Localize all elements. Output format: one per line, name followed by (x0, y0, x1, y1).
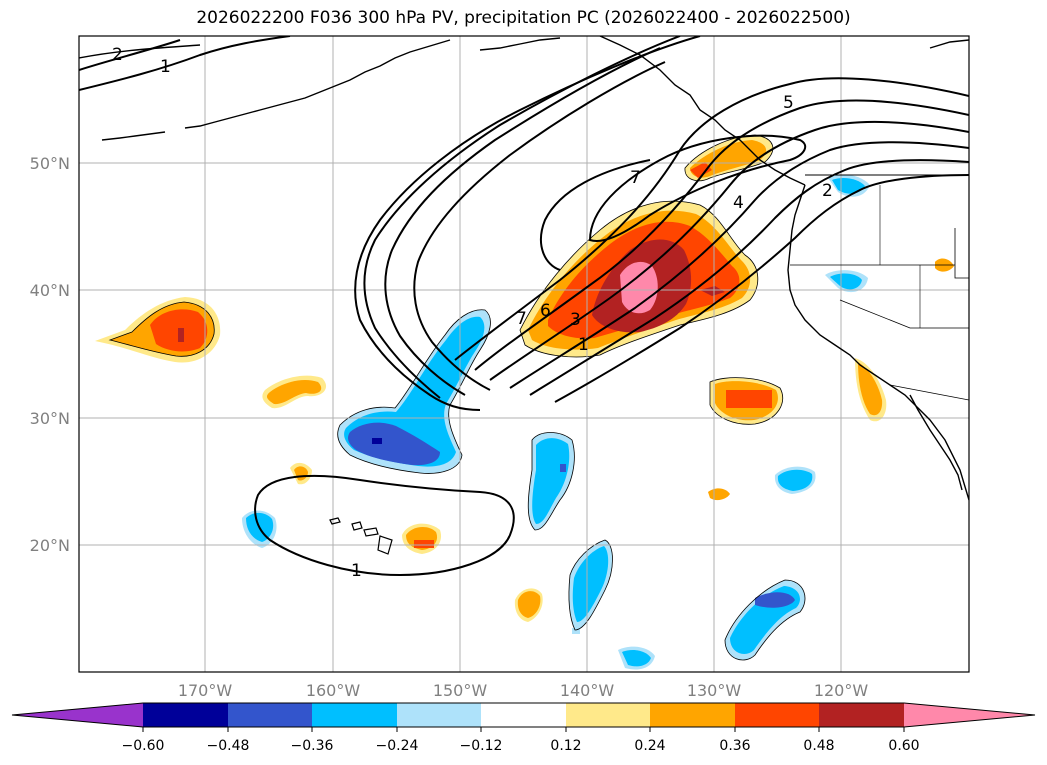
colorbar-tick-label: −0.48 (207, 738, 250, 754)
colorbar-tick-label: −0.60 (122, 738, 165, 754)
lon-label: 130°W (687, 681, 742, 700)
colorbar-swatch (566, 703, 650, 727)
contour-label: 4 (733, 193, 744, 213)
colorbar-swatch (650, 703, 735, 727)
lon-label: 170°W (178, 681, 233, 700)
colorbar-tick-label: 0.48 (803, 738, 834, 754)
contour-label: 3 (570, 310, 581, 330)
lon-label: 150°W (433, 681, 488, 700)
lat-label: 50°N (30, 154, 70, 173)
colorbar-tick-label: 0.24 (634, 738, 665, 754)
contour-label: 1 (351, 561, 362, 581)
pv-contours (79, 36, 969, 577)
precip-outlines (108, 134, 806, 661)
contour-label: 2 (822, 181, 833, 201)
colorbar: −0.60 −0.48 −0.36 −0.24 −0.12 0.12 0.24 … (11, 702, 1036, 754)
colorbar-swatch (228, 703, 312, 727)
map-title: 2026022200 F036 300 hPa PV, precipitatio… (196, 8, 851, 28)
lon-label: 120°W (814, 681, 869, 700)
colorbar-swatch (143, 703, 228, 727)
contour-label: 1 (160, 57, 171, 77)
precip-shading (95, 135, 954, 670)
lat-label: 30°N (30, 409, 70, 428)
hawaii-islands (329, 517, 393, 555)
colorbar-extend-high (904, 703, 1035, 727)
colorbar-swatch (481, 703, 566, 727)
colorbar-tick-label: −0.36 (291, 738, 334, 754)
colorbar-tick-label: −0.24 (376, 738, 419, 754)
coastlines (79, 36, 969, 501)
lat-label: 20°N (30, 536, 70, 555)
lon-label: 140°W (560, 681, 615, 700)
colorbar-swatch (312, 703, 397, 727)
contour-label: 2 (112, 45, 123, 65)
lat-axis: 50°N 40°N 30°N 20°N (30, 154, 70, 555)
colorbar-swatch (397, 703, 481, 727)
contour-label: 6 (540, 301, 551, 321)
colorbar-tick-label: 0.60 (888, 738, 919, 754)
colorbar-tick-label: 0.12 (550, 738, 581, 754)
contour-label: 5 (783, 93, 794, 113)
colorbar-extend-low (12, 703, 143, 727)
map-frame (78, 35, 970, 673)
contour-label: 1 (578, 335, 589, 355)
lat-label: 40°N (30, 281, 70, 300)
contour-labels: 2 1 5 7 4 2 7 6 3 1 1 (112, 45, 833, 581)
colorbar-swatch (735, 703, 819, 727)
colorbar-tick-label: 0.36 (719, 738, 750, 754)
colorbar-ticks (142, 727, 905, 732)
colorbar-swatch (819, 703, 904, 727)
contour-label: 7 (630, 168, 641, 188)
lon-label: 160°W (306, 681, 361, 700)
map-background (79, 36, 969, 672)
lon-axis: 170°W 160°W 150°W 140°W 130°W 120°W (178, 681, 869, 700)
contour-label: 7 (516, 309, 527, 329)
colorbar-tick-label: −0.12 (460, 738, 503, 754)
